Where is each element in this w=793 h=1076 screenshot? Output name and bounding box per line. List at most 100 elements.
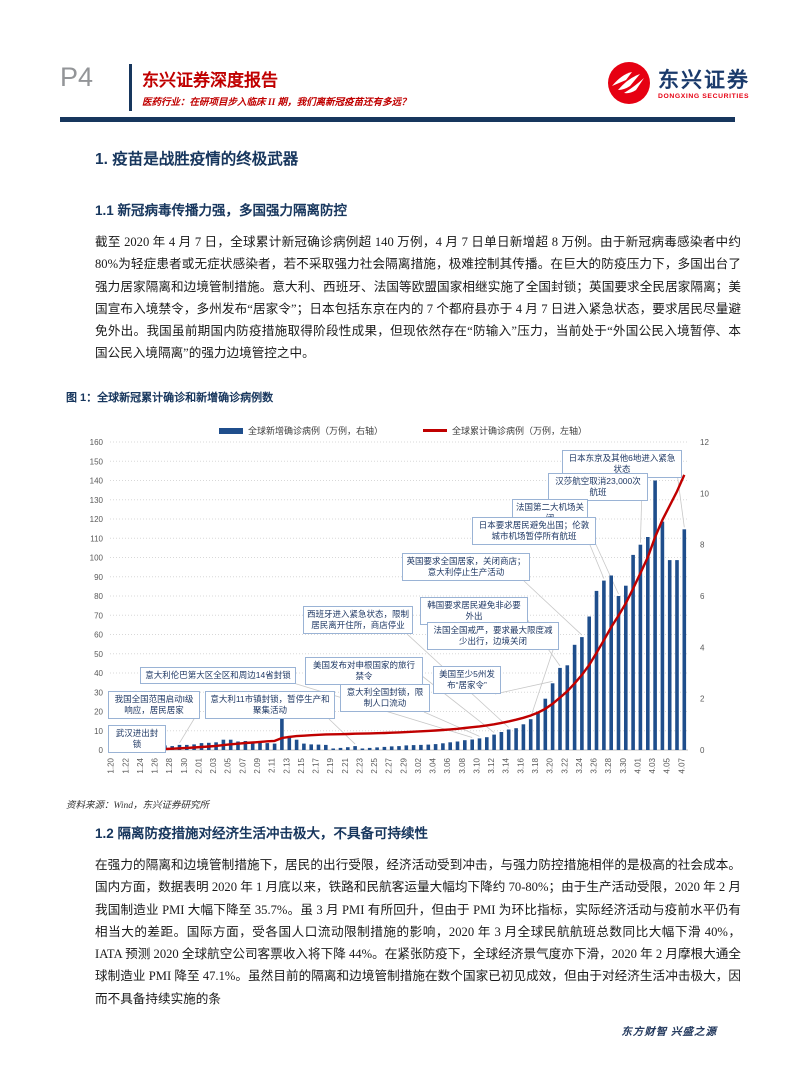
section-heading-1-1: 1.1 新冠病毒传播力强，多国强力隔离防控 xyxy=(95,203,348,218)
svg-text:3.24: 3.24 xyxy=(575,757,584,773)
svg-text:2.01: 2.01 xyxy=(195,757,204,773)
figure-1-source: 资料来源：Wind，东兴证券研究所 xyxy=(66,801,210,811)
svg-text:2.29: 2.29 xyxy=(399,757,408,773)
svg-text:60: 60 xyxy=(94,631,103,640)
svg-text:4.03: 4.03 xyxy=(648,757,657,773)
svg-text:2.07: 2.07 xyxy=(238,757,247,773)
svg-text:3.06: 3.06 xyxy=(443,757,452,773)
svg-text:3.20: 3.20 xyxy=(546,757,555,773)
chart-annotation: 英国要求全国居家，关闭商店；意大利停止生产活动 xyxy=(402,553,530,581)
svg-text:2.23: 2.23 xyxy=(355,757,364,773)
svg-text:90: 90 xyxy=(94,573,103,582)
svg-text:2.27: 2.27 xyxy=(385,757,394,773)
footer-slogan: 东方财智 兴盛之源 xyxy=(621,1027,717,1038)
svg-text:160: 160 xyxy=(90,438,104,447)
svg-text:3.10: 3.10 xyxy=(473,757,482,773)
svg-text:3.02: 3.02 xyxy=(414,757,423,773)
svg-text:2.25: 2.25 xyxy=(370,757,379,773)
svg-text:150: 150 xyxy=(90,457,104,466)
chart-legend: 全球新增确诊病例（万例，右轴） 全球累计确诊病例（万例，左轴） xyxy=(66,424,740,437)
svg-text:0: 0 xyxy=(99,746,104,755)
chart-annotation: 我国全国范围启动I级响应，居民居家 xyxy=(108,691,200,719)
chart-annotation: 日本要求居民避免出国；伦敦城市机场暂停所有航班 xyxy=(472,517,596,545)
chart-annotation: 美国至少5州发布“居家令” xyxy=(433,666,501,694)
svg-text:8: 8 xyxy=(700,541,705,550)
chart-annotation: 意大利11市镇封锁，暂停生产和聚集活动 xyxy=(205,691,335,719)
chart-annotation: 武汉进出封锁 xyxy=(108,725,166,753)
svg-text:3.28: 3.28 xyxy=(604,757,613,773)
chart-annotation: 西班牙进入紧急状态，限制居民离开住所，商店停业 xyxy=(303,606,413,634)
svg-text:4.01: 4.01 xyxy=(633,757,642,773)
header-rule xyxy=(60,117,735,122)
svg-text:50: 50 xyxy=(94,650,103,659)
paragraph-2: 在强力的隔离和边境管制措施下，居民的出行受限，经济活动受到冲击，与强力防控措施相… xyxy=(95,858,741,1006)
svg-text:2.21: 2.21 xyxy=(341,757,350,773)
svg-text:2.17: 2.17 xyxy=(312,757,321,773)
chart-annotation: 汉莎航空取消23,000次航班 xyxy=(548,473,648,501)
report-subtitle: 医药行业：在研项目步入临床 II 期，我们离新冠疫苗还有多远？ xyxy=(142,98,411,108)
svg-text:3.12: 3.12 xyxy=(487,757,496,773)
svg-text:2.19: 2.19 xyxy=(326,757,335,773)
chart-annotation: 美国发布对申根国家的旅行禁令 xyxy=(305,657,423,685)
svg-text:10: 10 xyxy=(94,727,103,736)
svg-text:6: 6 xyxy=(700,592,705,601)
svg-text:2.03: 2.03 xyxy=(209,757,218,773)
chart-annotation: 韩国要求居民避免非必要外出 xyxy=(420,597,528,625)
svg-text:120: 120 xyxy=(90,515,104,524)
bar-swatch-icon xyxy=(218,427,243,434)
legend-item-new-cases: 全球新增确诊病例（万例，右轴） xyxy=(218,424,383,437)
figure-1-chart: 0 10 20 30 40 50 60 70 80 90 100 110 120 130 140 150 160… xyxy=(66,420,740,790)
svg-text:130: 130 xyxy=(90,496,104,505)
section-heading-1: 1. 疫苗是战胜疫情的终极武器 xyxy=(95,151,299,168)
dongxing-logo: 东兴证券 DONGXING SECURITIES xyxy=(606,60,750,111)
svg-text:2.13: 2.13 xyxy=(282,757,291,773)
legend-label: 全球累计确诊病例（万例，左轴） xyxy=(452,426,588,436)
svg-text:70: 70 xyxy=(94,611,103,620)
svg-text:4: 4 xyxy=(700,643,705,652)
chart-annotation: 法国全国戒严，要求最大限度减少出行，边境关闭 xyxy=(427,622,559,650)
svg-text:0: 0 xyxy=(700,746,705,755)
section-heading-1-2: 1.2 隔离防疫措施对经济生活冲击极大，不具备可持续性 xyxy=(95,826,429,841)
svg-text:2.15: 2.15 xyxy=(297,757,306,773)
logo-text-en: DONGXING SECURITIES xyxy=(658,93,750,101)
svg-text:1.30: 1.30 xyxy=(180,757,189,773)
svg-text:3.26: 3.26 xyxy=(590,757,599,773)
svg-text:1.20: 1.20 xyxy=(107,757,116,773)
logo-text-cn: 东兴证券 xyxy=(658,69,750,93)
svg-text:40: 40 xyxy=(94,669,103,678)
svg-text:3.14: 3.14 xyxy=(502,757,511,773)
svg-text:3.30: 3.30 xyxy=(619,757,628,773)
header-divider xyxy=(129,64,132,111)
svg-text:1.22: 1.22 xyxy=(121,757,130,773)
svg-text:2.05: 2.05 xyxy=(224,757,233,773)
svg-text:1.24: 1.24 xyxy=(136,757,145,773)
chart-annotation: 意大利全国封锁，限制人口流动 xyxy=(340,684,430,712)
svg-text:3.04: 3.04 xyxy=(429,757,438,773)
svg-text:4.05: 4.05 xyxy=(663,757,672,773)
svg-text:2.11: 2.11 xyxy=(268,757,277,773)
svg-text:4.07: 4.07 xyxy=(677,757,686,773)
line-swatch-icon xyxy=(423,429,447,432)
svg-text:12: 12 xyxy=(700,438,709,447)
svg-text:20: 20 xyxy=(94,708,103,717)
svg-text:140: 140 xyxy=(90,477,104,486)
svg-text:1.26: 1.26 xyxy=(151,757,160,773)
dongxing-logo-icon xyxy=(606,60,652,111)
svg-text:10: 10 xyxy=(700,489,709,498)
svg-text:2: 2 xyxy=(700,695,705,704)
svg-text:100: 100 xyxy=(90,554,104,563)
chart-annotation: 意大利伦巴第大区全区和周边14省封锁 xyxy=(140,667,296,684)
legend-label: 全球新增确诊病例（万例，右轴） xyxy=(247,426,383,436)
svg-text:3.18: 3.18 xyxy=(531,757,540,773)
svg-text:1.28: 1.28 xyxy=(165,757,174,773)
svg-text:30: 30 xyxy=(94,688,103,697)
page-number: P4 xyxy=(60,62,94,92)
svg-text:110: 110 xyxy=(90,534,103,543)
svg-text:80: 80 xyxy=(94,592,103,601)
paragraph-1: 截至 2020 年 4 月 7 日，全球累计新冠确诊病例超 140 万例，4 月… xyxy=(95,235,741,361)
svg-text:3.16: 3.16 xyxy=(516,757,525,773)
figure-1-caption: 图 1：全球新冠累计确诊和新增确诊病例数 xyxy=(66,392,274,404)
legend-item-cumulative: 全球累计确诊病例（万例，左轴） xyxy=(423,424,587,437)
svg-text:3.22: 3.22 xyxy=(560,757,569,773)
